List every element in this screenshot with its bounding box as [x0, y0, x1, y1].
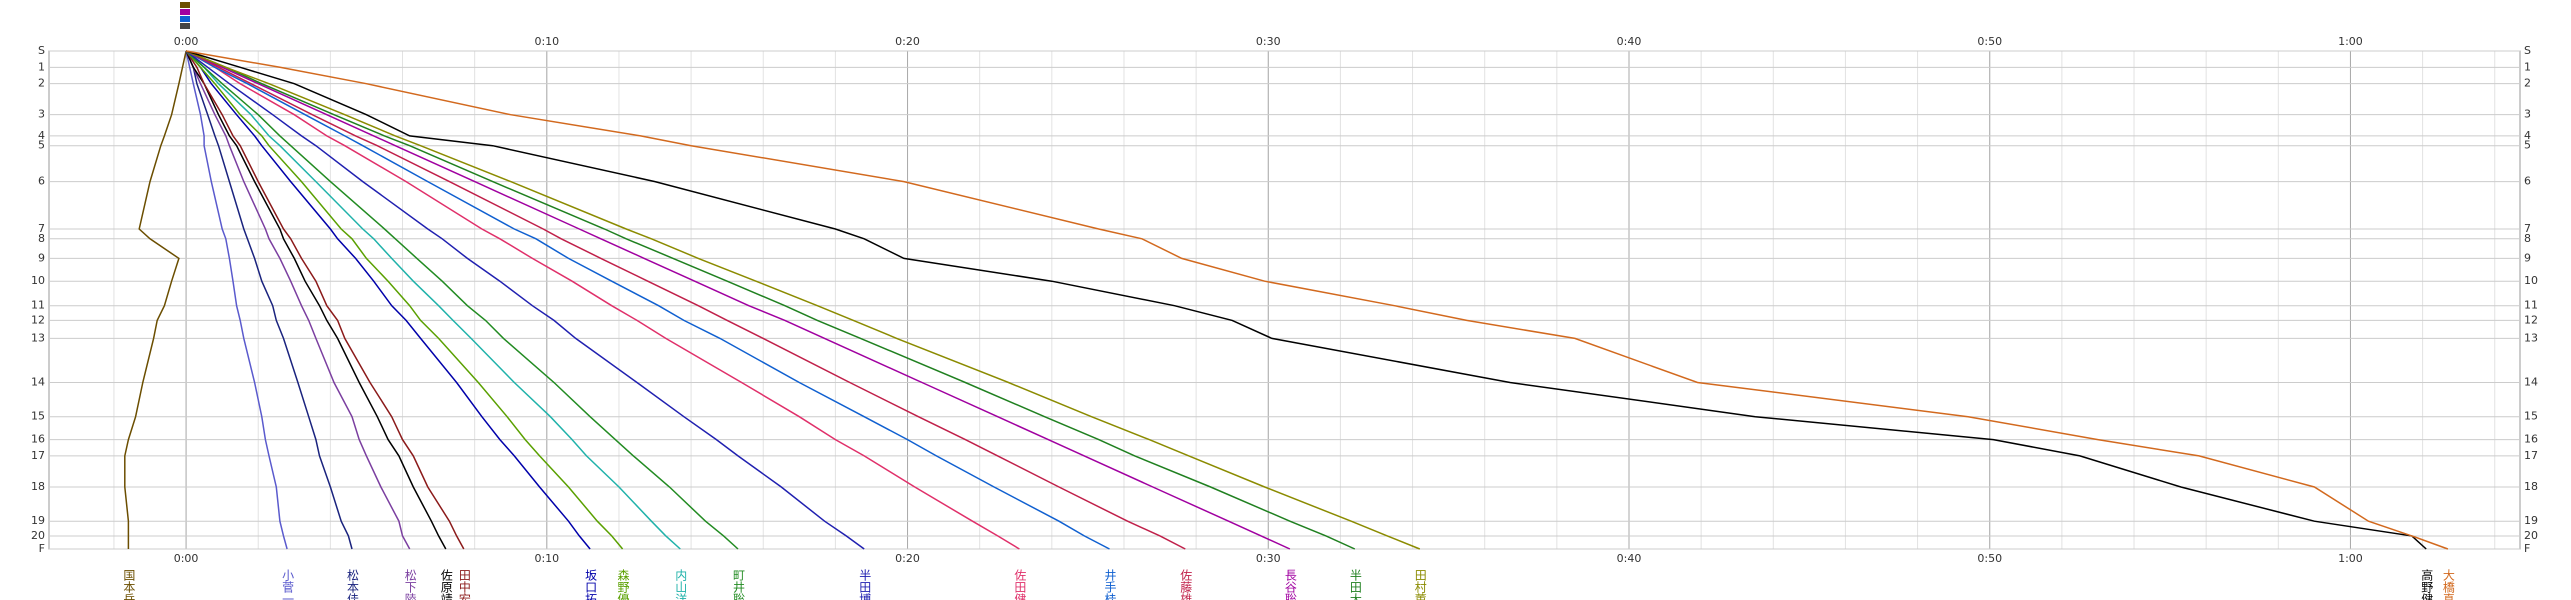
runner-name: 森野優	[616, 568, 630, 600]
y-tick-label: 7	[2524, 222, 2531, 235]
y-tick-label: 15	[31, 410, 45, 423]
runner-name: 佐田健	[1013, 569, 1027, 600]
runner-line	[185, 50, 681, 550]
plot-frame	[48, 50, 2521, 550]
x-tick-label: 0:10	[534, 35, 559, 48]
runner-name: 井手桂	[1103, 569, 1117, 600]
y-tick-label: 1	[2524, 60, 2531, 73]
runner-line	[185, 50, 739, 550]
runner-line	[185, 50, 1356, 550]
y-tick-label: 6	[38, 175, 45, 188]
runner-name: 坂口拓	[584, 569, 598, 600]
x-tick-label: 1:00	[2338, 552, 2363, 565]
y-tick-label: 4	[2524, 129, 2531, 142]
x-tick-label: 0:30	[1256, 35, 1281, 48]
y-tick-label: 14	[2524, 375, 2538, 388]
y-tick-label: S	[38, 44, 45, 57]
runner-line	[185, 50, 411, 550]
runner-line	[185, 50, 1421, 550]
x-tick-label: 0:20	[895, 35, 920, 48]
runner-name: 田村薫	[1413, 569, 1427, 600]
y-tick-label: S	[2524, 44, 2531, 57]
y-tick-label: 10	[2524, 274, 2538, 287]
x-tick-label: 0:10	[534, 552, 559, 565]
y-tick-label: 13	[31, 331, 45, 344]
y-tick-label: 5	[2524, 139, 2531, 152]
runner-line	[185, 50, 2427, 550]
y-tick-label: 2	[2524, 77, 2531, 90]
x-tick-label: 0:40	[1617, 35, 1642, 48]
y-tick-label: 18	[31, 480, 45, 493]
runner-name: 高野健	[2420, 568, 2434, 600]
y-tick-label: 9	[2524, 251, 2531, 264]
runner-line	[185, 50, 1020, 550]
runner-line	[185, 50, 465, 550]
runner-name: 長谷聡	[1283, 569, 1297, 600]
runner-line	[185, 50, 1186, 550]
y-tick-label: 3	[38, 108, 45, 121]
x-tick-label: 0:50	[1977, 35, 2002, 48]
y-tick-label: 17	[31, 449, 45, 462]
runner-name: 松本佳	[346, 569, 360, 600]
y-tick-label: 11	[31, 299, 45, 312]
y-tick-label: F	[39, 542, 45, 555]
y-tick-label: 19	[2524, 514, 2538, 527]
y-tick-label: 16	[31, 433, 45, 446]
runner-line	[185, 50, 288, 550]
y-tick-label: 12	[2524, 313, 2538, 326]
y-tick-label: 4	[38, 129, 45, 142]
runner-name: 半田博	[858, 569, 872, 600]
y-tick-label: 6	[2524, 175, 2531, 188]
y-tick-label: 15	[2524, 410, 2538, 423]
y-tick-label: 17	[2524, 449, 2538, 462]
runner-name: 小菅一	[281, 569, 295, 600]
y-tick-label: 16	[2524, 433, 2538, 446]
y-tick-label: 18	[2524, 480, 2538, 493]
y-tick-label: 20	[31, 529, 45, 542]
y-tick-label: 3	[2524, 108, 2531, 121]
x-tick-label: 0:40	[1617, 552, 1642, 565]
x-tick-label: 0:30	[1256, 552, 1281, 565]
runner-line	[124, 50, 187, 549]
x-tick-label: 0:20	[895, 552, 920, 565]
runner-line	[185, 50, 1110, 550]
runner-name: 田中宏	[457, 569, 471, 600]
x-tick-label: 0:00	[174, 35, 199, 48]
y-tick-label: 5	[38, 139, 45, 152]
y-tick-label: 12	[31, 313, 45, 326]
y-tick-label: 19	[31, 514, 45, 527]
y-tick-label: 2	[38, 77, 45, 90]
runner-line	[185, 50, 2449, 550]
runner-line	[185, 50, 591, 550]
y-tick-label: 13	[2524, 331, 2538, 344]
runner-name: 町井聡	[731, 569, 745, 600]
x-tick-label: 0:00	[174, 552, 199, 565]
x-tick-label: 1:00	[2338, 35, 2363, 48]
runner-name: 大橋真	[2441, 569, 2455, 600]
y-tick-label: 14	[31, 375, 45, 388]
runner-line	[185, 50, 865, 550]
runner-line	[185, 50, 624, 550]
runner-line	[185, 50, 1291, 550]
runner-line	[185, 50, 447, 550]
runner-name: 内山洋	[674, 569, 688, 600]
runner-name: 佐藤雄	[1179, 569, 1193, 600]
y-tick-label: 7	[38, 222, 45, 235]
runner-name: 佐原靖	[439, 569, 453, 600]
runner-name: 松下陸	[403, 569, 417, 600]
y-tick-label: F	[2524, 542, 2530, 555]
legend-icon	[180, 2, 190, 29]
runner-line	[185, 50, 353, 550]
y-tick-label: 1	[38, 60, 45, 73]
y-tick-label: 11	[2524, 299, 2538, 312]
x-tick-label: 0:50	[1977, 552, 2002, 565]
runner-name: 国本岳	[122, 569, 136, 600]
y-tick-label: 10	[31, 274, 45, 287]
y-tick-label: 9	[38, 251, 45, 264]
y-tick-label: 8	[38, 232, 45, 245]
y-tick-label: 20	[2524, 529, 2538, 542]
runner-name: 半田大	[1348, 569, 1362, 600]
y-tick-label: 8	[2524, 232, 2531, 245]
